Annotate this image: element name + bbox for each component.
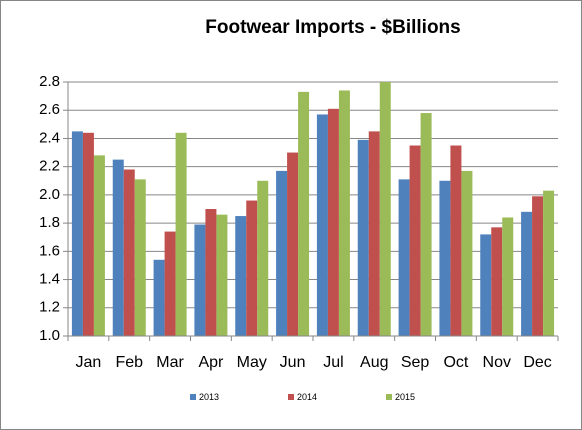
bar: [205, 209, 217, 336]
bar: [502, 217, 514, 336]
bar: [112, 159, 124, 336]
bar: [316, 114, 328, 336]
bar: [276, 170, 288, 336]
bar: [379, 82, 391, 336]
bar: [82, 132, 94, 336]
bar: [246, 200, 258, 336]
x-tick-label: Jun: [280, 354, 306, 371]
bar: [450, 145, 462, 336]
bar: [338, 90, 350, 336]
y-tick-label: 1.2: [39, 299, 60, 316]
x-tick-label: Jul: [323, 354, 343, 371]
bar: [368, 131, 380, 336]
chart-title: Footwear Imports - $Billions: [205, 17, 460, 38]
bar: [439, 180, 451, 336]
bar: [521, 211, 533, 336]
bar: [357, 139, 369, 336]
x-tick-label: Dec: [523, 354, 551, 371]
bar: [134, 179, 146, 336]
x-tick-label: Nov: [483, 354, 511, 371]
y-tick-label: 2.4: [39, 129, 60, 146]
x-tick-label: Apr: [198, 354, 224, 371]
bar: [175, 132, 187, 336]
legend-swatch: [288, 394, 294, 400]
bar: [123, 169, 135, 336]
legend-swatch: [386, 394, 392, 400]
bar: [216, 214, 228, 336]
bar: [420, 113, 432, 337]
y-tick-label: 2.6: [39, 101, 60, 118]
bar: [257, 180, 269, 336]
bar: [235, 216, 247, 336]
x-tick-label: Feb: [115, 354, 143, 371]
bar: [93, 155, 105, 336]
bar: [71, 131, 83, 336]
y-tick-label: 2.0: [39, 186, 60, 203]
bar: [287, 152, 299, 336]
legend-label: 2014: [297, 392, 317, 402]
bar: [543, 190, 555, 336]
bar: [194, 224, 206, 336]
bar: [532, 196, 544, 336]
bar: [327, 108, 339, 336]
x-tick-label: Jan: [76, 354, 102, 371]
x-tick-label: Oct: [443, 354, 468, 371]
bar: [480, 234, 492, 336]
y-tick-label: 1.4: [39, 271, 60, 288]
legend-label: 2013: [199, 392, 219, 402]
legend-swatch: [190, 394, 196, 400]
bar: [409, 145, 421, 336]
bar: [164, 231, 176, 336]
y-tick-label: 1.0: [39, 327, 60, 344]
y-tick-label: 1.6: [39, 242, 60, 259]
y-tick-label: 2.8: [39, 73, 60, 90]
y-tick-label: 1.8: [39, 214, 60, 231]
x-tick-label: May: [237, 354, 267, 371]
x-tick-label: Mar: [156, 354, 184, 371]
bar: [461, 170, 473, 336]
y-tick-label: 2.2: [39, 158, 60, 175]
bar: [298, 91, 310, 336]
x-tick-label: Sep: [401, 354, 430, 371]
legend-label: 2015: [395, 392, 415, 402]
bar: [398, 179, 410, 336]
x-tick-label: Aug: [360, 354, 388, 371]
bar: [491, 227, 503, 336]
bar: [153, 259, 165, 336]
